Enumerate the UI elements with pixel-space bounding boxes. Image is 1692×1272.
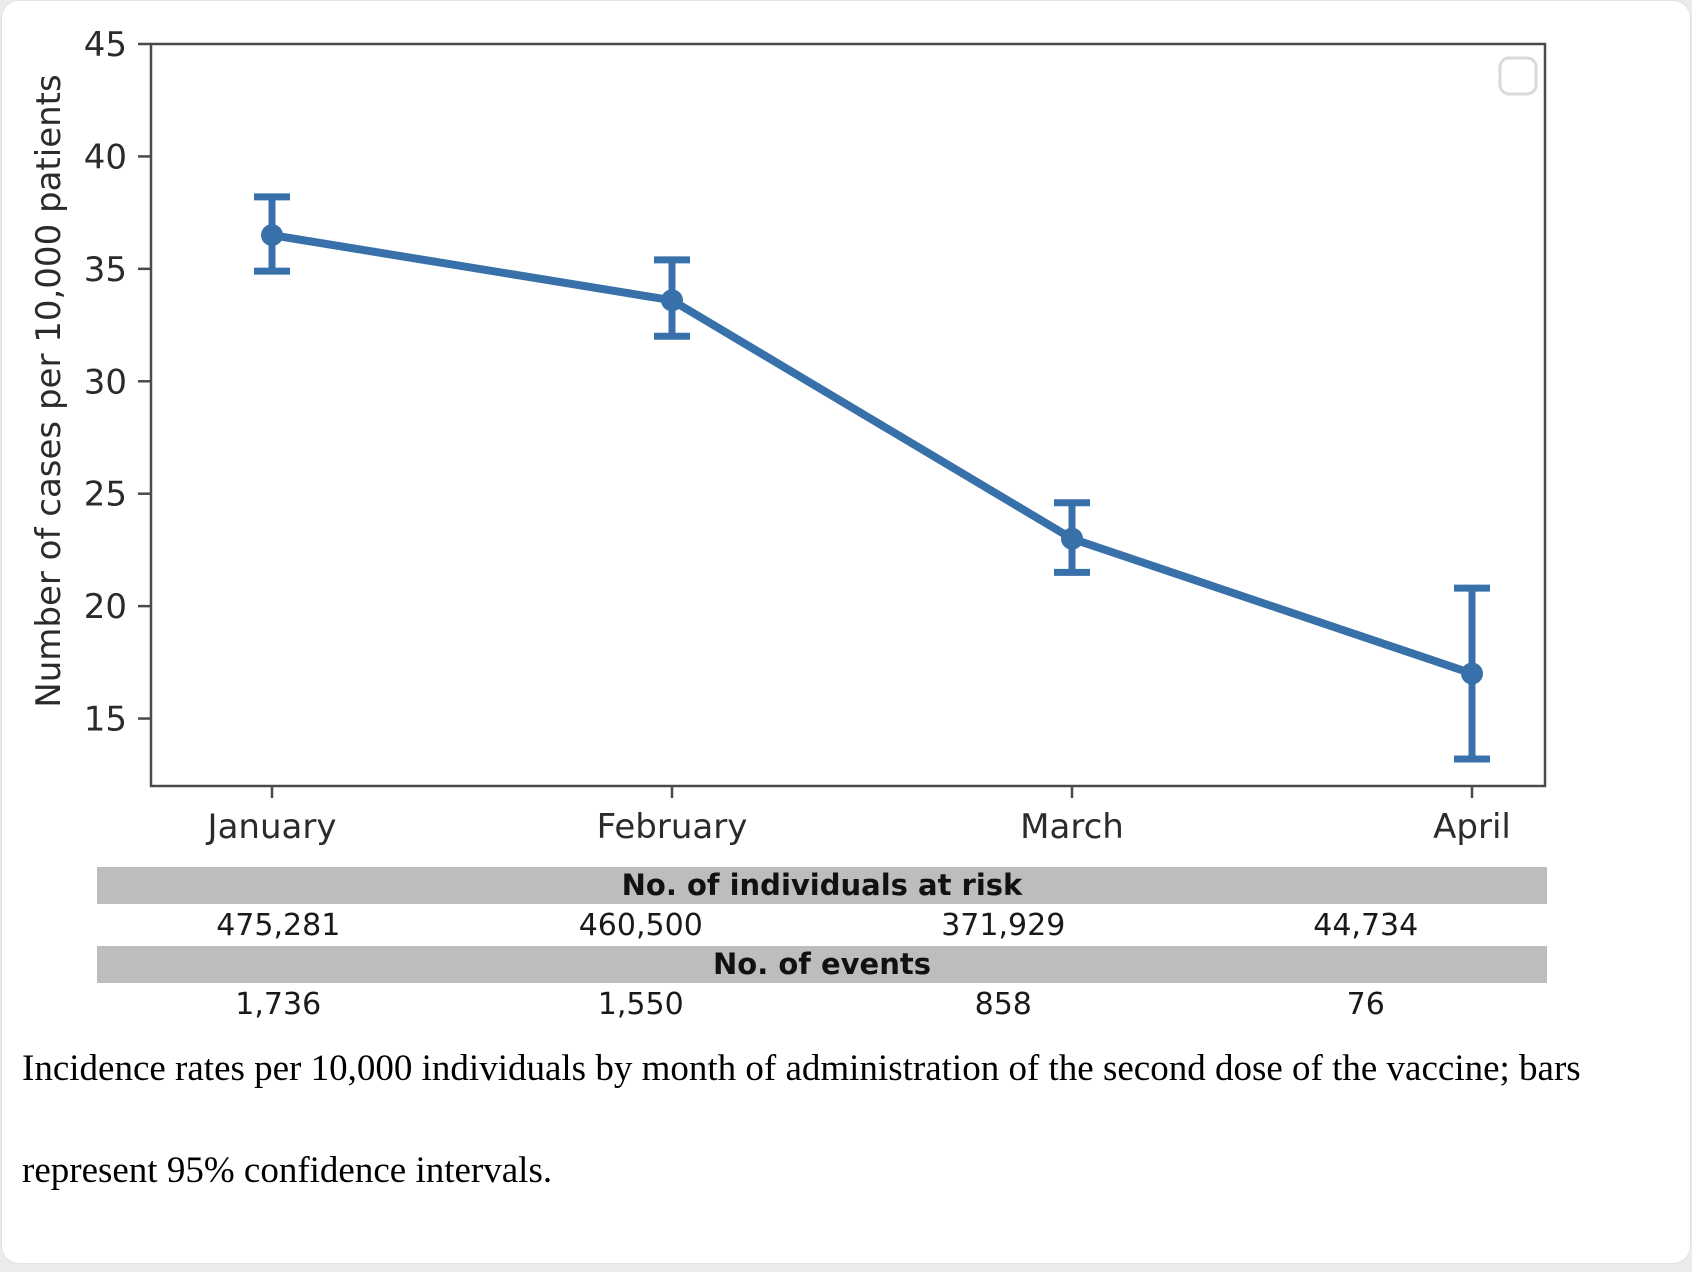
table-header-events: No. of events xyxy=(97,946,1547,983)
data-point-january xyxy=(261,224,283,247)
x-tick-label: April xyxy=(1433,807,1511,847)
y-tick-label: 45 xyxy=(84,25,127,65)
y-tick-label: 35 xyxy=(84,250,127,290)
incidence-line-chart: 45 40 35 30 25 20 15 January February March April N… xyxy=(29,25,1547,847)
at-risk-january: 475,281 xyxy=(216,907,341,943)
y-tick-label: 25 xyxy=(84,475,127,515)
plot-frame xyxy=(149,42,1547,788)
table-row-events: 1,736 1,550 858 76 xyxy=(97,983,1547,1025)
at-risk-march: 371,929 xyxy=(941,907,1066,943)
data-point-march xyxy=(1061,527,1083,550)
x-tick-label: January xyxy=(206,807,337,847)
events-april: 76 xyxy=(1346,986,1385,1022)
table-header-individuals-at-risk: No. of individuals at risk xyxy=(97,867,1547,904)
y-axis-label: Number of cases per 10,000 patients xyxy=(29,74,69,707)
table-row-individuals-at-risk: 475,281 460,500 371,929 44,734 xyxy=(97,904,1547,946)
x-tick-label: February xyxy=(597,807,748,847)
figure-caption-line-1: Incidence rates per 10,000 individuals b… xyxy=(22,1048,1581,1089)
y-tick-label: 30 xyxy=(84,362,127,402)
data-point-april xyxy=(1461,662,1483,685)
events-march: 858 xyxy=(974,986,1032,1022)
series-line xyxy=(268,231,1476,678)
events-february: 1,550 xyxy=(597,986,684,1022)
y-tick-label: 20 xyxy=(84,587,127,627)
at-risk-february: 460,500 xyxy=(578,907,703,943)
y-tick-label: 15 xyxy=(84,700,127,740)
data-point-february xyxy=(661,289,683,312)
x-tick-label: March xyxy=(1020,807,1124,847)
at-risk-april: 44,734 xyxy=(1313,907,1419,943)
legend-box-empty xyxy=(1498,56,1538,96)
figure-caption-line-2: represent 95% confidence intervals. xyxy=(22,1150,553,1191)
y-tick-label: 40 xyxy=(84,137,127,177)
risk-table: No. of individuals at risk 475,281 460,5… xyxy=(97,867,1547,1025)
events-january: 1,736 xyxy=(235,986,322,1022)
